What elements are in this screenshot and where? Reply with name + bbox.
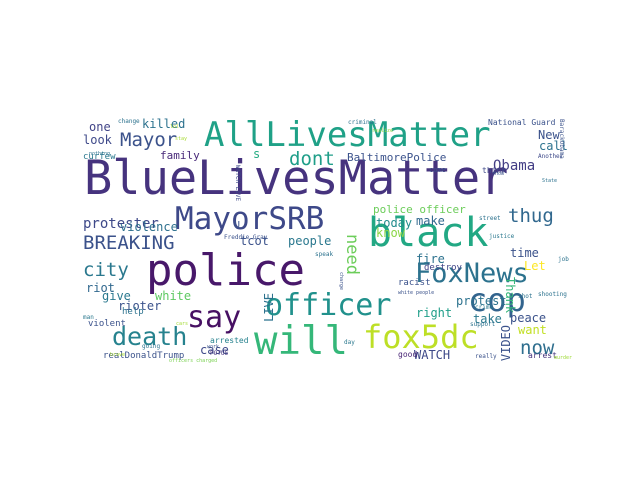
word: think xyxy=(482,166,507,175)
word: officer xyxy=(265,288,392,323)
word: realDonaldTrump xyxy=(103,351,185,361)
word: today xyxy=(376,216,413,230)
word: say xyxy=(187,300,242,335)
word: shooting xyxy=(538,291,567,298)
word: POTUS xyxy=(210,350,229,357)
word: racist xyxy=(398,278,431,288)
word: man xyxy=(83,314,94,321)
word: change xyxy=(118,118,140,125)
word: BaltimorePolice xyxy=(347,151,447,164)
word: lol xyxy=(170,124,180,130)
word: protester xyxy=(83,216,159,232)
word: know xyxy=(376,226,405,240)
word: going xyxy=(142,343,161,350)
word: BlueLivesMatter xyxy=(84,151,509,206)
word: stay xyxy=(175,136,188,142)
word: s xyxy=(253,147,261,161)
word: LIVE xyxy=(262,293,276,322)
word: fire xyxy=(416,252,445,266)
word: cop xyxy=(468,281,526,319)
word: city xyxy=(83,259,129,281)
word: justice xyxy=(489,233,515,240)
word: look xyxy=(83,133,112,147)
word: good xyxy=(398,350,418,359)
word: FoxNews xyxy=(415,258,529,289)
word: give xyxy=(102,289,131,303)
word: help xyxy=(122,307,144,317)
word: protest xyxy=(456,294,507,308)
word: nothing xyxy=(89,151,111,157)
word: killed xyxy=(142,117,186,131)
word: Obama xyxy=(493,158,536,174)
word: WATCH LIVE xyxy=(234,165,241,202)
word: come xyxy=(429,166,446,174)
word-cloud: BlueLivesMatter police AllLivesMatter bl… xyxy=(80,117,576,364)
word: arrest xyxy=(528,351,557,360)
word: white xyxy=(155,289,192,303)
word: fox5dc xyxy=(363,318,479,356)
word: make xyxy=(416,214,445,228)
word: speak xyxy=(315,251,334,258)
word: now xyxy=(520,337,555,359)
word: peace xyxy=(510,311,547,325)
word: violence xyxy=(120,220,178,234)
word: need xyxy=(342,234,362,275)
word: National Guard xyxy=(488,118,556,127)
word: death xyxy=(112,322,188,351)
word: WATCH xyxy=(414,348,451,362)
word: BarackObama xyxy=(558,119,565,159)
word: BREAKING xyxy=(83,232,175,254)
word: U xyxy=(234,220,241,231)
word: officers charged xyxy=(169,358,218,364)
word: tcot xyxy=(240,234,269,248)
word: time xyxy=(510,246,539,260)
word: family xyxy=(160,149,200,162)
word: AllLivesMatter xyxy=(204,117,491,155)
word: State xyxy=(542,178,558,184)
word: case xyxy=(200,343,229,357)
word: people xyxy=(288,234,332,248)
word: white people xyxy=(398,290,435,296)
word: Mayor xyxy=(120,129,178,151)
word: street xyxy=(479,215,501,222)
word: want xyxy=(518,323,547,337)
word: take xyxy=(473,312,502,326)
word: police officer xyxy=(373,203,466,216)
word: destroy xyxy=(424,263,462,273)
word: charge xyxy=(338,272,344,291)
word: Another xyxy=(538,153,564,160)
word: rioter xyxy=(118,299,162,313)
word: murder xyxy=(554,355,573,361)
word: black xyxy=(368,210,489,256)
word: criminal xyxy=(348,119,377,126)
word: arrested xyxy=(210,336,249,345)
word: riot xyxy=(86,281,115,295)
word: dont xyxy=(289,148,335,170)
word: show xyxy=(492,171,505,177)
word: police xyxy=(146,245,305,296)
word: really xyxy=(475,353,497,360)
word: Thank xyxy=(503,277,517,314)
word: realize xyxy=(372,128,394,134)
word: shot xyxy=(518,293,533,300)
word: violent xyxy=(88,319,126,329)
word: thug xyxy=(508,205,554,227)
word: support xyxy=(470,321,496,328)
word: Let xyxy=(524,259,546,273)
word: one xyxy=(89,120,111,134)
word: New xyxy=(538,128,560,142)
word: right xyxy=(416,306,453,320)
word: day xyxy=(344,339,355,346)
word: call xyxy=(539,139,568,153)
word: curfew xyxy=(83,152,116,162)
word: cars xyxy=(176,321,189,327)
word: VIDEO xyxy=(499,325,513,362)
word: job xyxy=(558,256,569,263)
word: brave xyxy=(110,352,126,358)
word: work xyxy=(207,344,220,350)
word: crime xyxy=(475,304,494,311)
word: MayorSRB xyxy=(175,201,325,237)
word: Freddie Gray xyxy=(224,234,268,241)
word: will xyxy=(254,319,348,364)
